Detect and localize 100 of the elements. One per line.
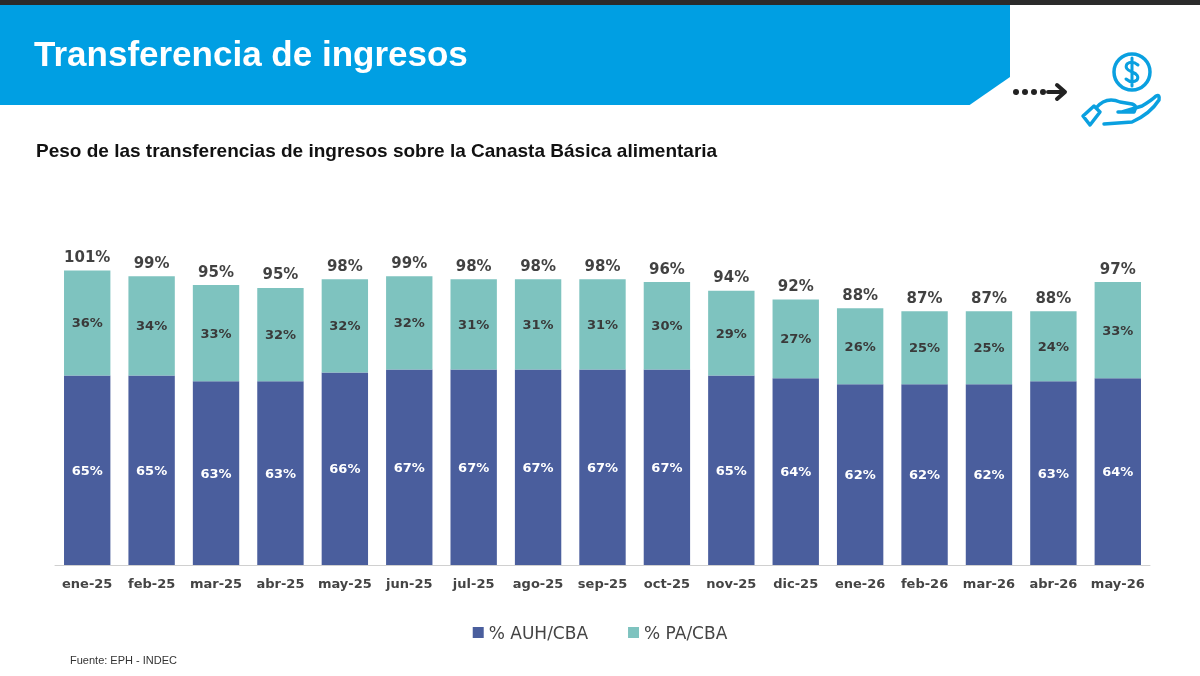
x-tick-label: jun-25	[385, 576, 433, 591]
bar	[1030, 381, 1077, 565]
data-label: 67%	[458, 459, 490, 475]
bar	[708, 375, 755, 565]
bar	[643, 369, 691, 565]
total-label: 95%	[198, 262, 234, 281]
data-label: 65%	[715, 462, 747, 478]
total-label: 98%	[584, 256, 621, 275]
bar	[965, 311, 1013, 385]
total-label: 87%	[971, 288, 1007, 307]
x-tick-label: may-25	[317, 576, 372, 591]
bar	[128, 375, 175, 565]
data-label: 32%	[393, 315, 425, 331]
x-tick-label: abr-25	[256, 576, 305, 591]
data-label: 65%	[71, 462, 103, 478]
data-label: 63%	[264, 465, 296, 481]
data-label: 62%	[973, 467, 1005, 483]
data-label: 31%	[458, 316, 490, 332]
bar	[772, 299, 819, 379]
bar	[192, 285, 240, 382]
bar	[386, 276, 433, 370]
bar	[128, 276, 175, 376]
bar	[836, 308, 884, 385]
chart-subtitle: Peso de las transferencias de ingresos sobre la Canasta Básica alimentaria	[36, 140, 718, 162]
bar	[1094, 378, 1141, 565]
total-label: 98%	[326, 256, 363, 275]
data-label: 63%	[1037, 465, 1069, 481]
total-label: 98%	[455, 256, 492, 275]
total-label: 94%	[713, 268, 750, 287]
data-label: 67%	[522, 459, 554, 475]
total-label: 97%	[1099, 259, 1136, 278]
x-tick-label: jul-25	[451, 576, 495, 591]
x-tick-label: oct-25	[643, 576, 691, 591]
data-label: 66%	[329, 461, 361, 477]
total-label: 98%	[520, 256, 557, 275]
total-label: 87%	[906, 288, 943, 307]
data-label: 31%	[586, 316, 619, 332]
total-label: 99%	[391, 253, 428, 272]
x-tick-label: abr-26	[1029, 576, 1078, 591]
bar	[772, 378, 819, 565]
data-label: 32%	[329, 318, 361, 334]
bar	[321, 372, 369, 565]
data-label: 34%	[136, 318, 168, 334]
data-label: 64%	[780, 464, 812, 480]
data-label: 25%	[973, 340, 1005, 356]
bar	[901, 311, 948, 385]
total-label: 88%	[1035, 288, 1072, 307]
bar	[836, 384, 884, 565]
bar	[514, 279, 562, 370]
data-label: 27%	[780, 331, 812, 347]
bar	[901, 384, 948, 565]
bar	[1094, 282, 1141, 379]
total-label: 101%	[64, 247, 111, 266]
x-tick-label: mar-26	[962, 576, 1016, 591]
x-tick-label: mar-25	[189, 576, 243, 591]
data-label: 29%	[715, 325, 747, 341]
bar	[965, 384, 1013, 565]
chart-title: Transferencia de ingresos	[34, 34, 468, 74]
data-label: 33%	[200, 325, 232, 341]
data-label: 64%	[1102, 464, 1134, 480]
total-label: 95%	[262, 265, 299, 284]
data-label: 33%	[1102, 322, 1134, 338]
bar	[579, 279, 626, 370]
bar	[257, 381, 304, 565]
x-tick-label: feb-26	[900, 576, 949, 591]
x-tick-label: sep-25	[577, 576, 628, 591]
bar	[257, 287, 304, 382]
bar	[514, 369, 562, 565]
bar	[321, 279, 369, 373]
data-label: 36%	[71, 315, 103, 331]
data-label: 25%	[909, 340, 941, 356]
legend-label: % AUH/CBA	[488, 622, 589, 643]
x-tick-label: feb-25	[127, 576, 176, 591]
data-label: 67%	[586, 459, 619, 475]
x-tick-label: ago-25	[512, 576, 564, 591]
data-label: 67%	[651, 459, 683, 475]
x-tick-label: nov-25	[706, 576, 757, 591]
bar	[450, 369, 497, 565]
bar	[643, 282, 691, 370]
x-tick-label: ene-25	[62, 576, 113, 591]
data-label: 24%	[1037, 338, 1069, 354]
bar	[386, 369, 433, 565]
bar	[192, 381, 240, 565]
total-label: 96%	[648, 259, 685, 278]
legend-label: % PA/CBA	[644, 622, 728, 643]
bar	[1030, 311, 1077, 382]
total-label: 99%	[133, 253, 170, 272]
total-label: 88%	[842, 285, 879, 304]
bar	[450, 279, 497, 370]
data-label: 65%	[136, 462, 168, 478]
bar	[579, 369, 626, 565]
total-label: 92%	[777, 277, 814, 296]
data-label: 26%	[844, 338, 876, 354]
data-label: 32%	[264, 327, 296, 343]
data-label: 67%	[393, 459, 425, 475]
bar	[708, 290, 755, 376]
data-label: 63%	[200, 465, 232, 481]
data-label: 30%	[651, 318, 683, 334]
x-tick-label: dic-25	[773, 576, 819, 591]
data-label: 62%	[909, 467, 941, 483]
